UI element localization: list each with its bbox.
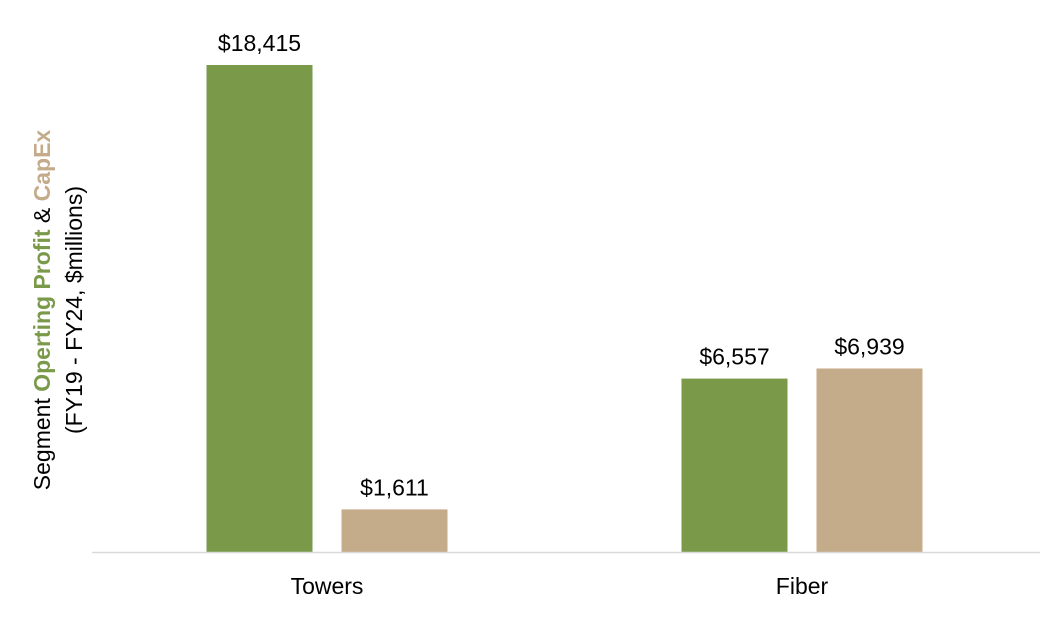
bar-towers-series-2 (341, 509, 448, 552)
bar-towers-series-1 (206, 65, 313, 552)
bar-fiber-series-1 (681, 378, 788, 552)
data-label-fiber-series-1: $6,557 (699, 344, 769, 370)
y-axis-title: Segment Operting Profit & CapEx (29, 130, 55, 491)
data-label-towers-series-1: $18,415 (218, 30, 301, 56)
x-tick-label-towers: Towers (291, 573, 364, 599)
data-label-towers-series-2: $1,611 (360, 474, 429, 500)
x-tick-label-fiber: Fiber (776, 573, 829, 599)
y-axis-title-run-2: Operting Profit (29, 229, 55, 392)
bar-fiber-series-2 (816, 368, 923, 552)
y-axis-title-run-3: & (29, 201, 55, 229)
data-label-fiber-series-2: $6,939 (834, 333, 904, 359)
plot-area: $18,415 $1,611 Towers $6,557 $6,939 Fiber Segm… (29, 30, 1040, 599)
y-axis-title-run-4: CapEx (29, 130, 55, 202)
y-axis-title-run-1: Segment (29, 392, 55, 490)
y-axis-subtitle: (FY19 - FY24, $millions) (61, 186, 87, 434)
